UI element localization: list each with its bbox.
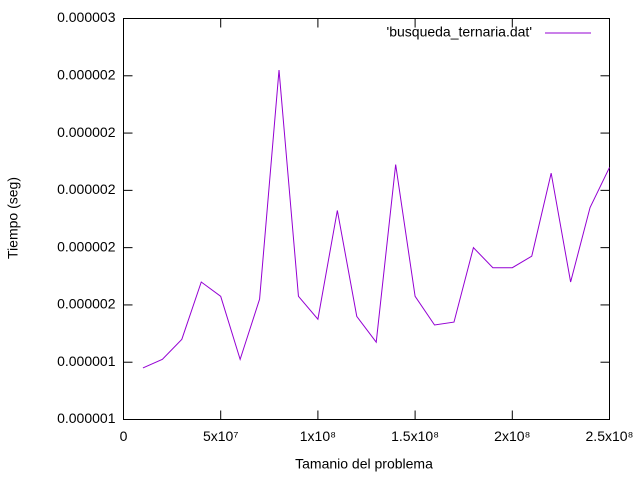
y-tick-label: 0.000002: [57, 66, 116, 82]
x-tick-label: 5x10⁷: [203, 428, 238, 444]
y-tick-label: 0.000002: [57, 238, 116, 254]
y-tick-label: 0.000001: [57, 410, 116, 426]
x-tick-label: 2x10⁸: [494, 428, 530, 444]
y-tick-label: 0.000002: [57, 124, 116, 140]
y-tick-label: 0.000002: [57, 181, 116, 197]
legend-label: 'busqueda_ternaria.dat': [387, 24, 532, 40]
y-tick-label: 0.000001: [57, 353, 116, 369]
y-axis-label: Tiempo (seg): [5, 177, 21, 259]
x-tick-label: 1.5x10⁸: [391, 428, 439, 444]
y-tick-label: 0.000003: [57, 9, 116, 25]
x-axis-label: Tamanio del problema: [295, 456, 433, 472]
x-tick-label: 1x10⁸: [300, 428, 336, 444]
x-tick-label: 0: [120, 428, 128, 444]
y-tick-label: 0.000002: [57, 296, 116, 312]
plot-frame: [123, 18, 610, 420]
x-tick-label: 2.5x10⁸: [586, 428, 634, 444]
data-line: [142, 70, 610, 369]
